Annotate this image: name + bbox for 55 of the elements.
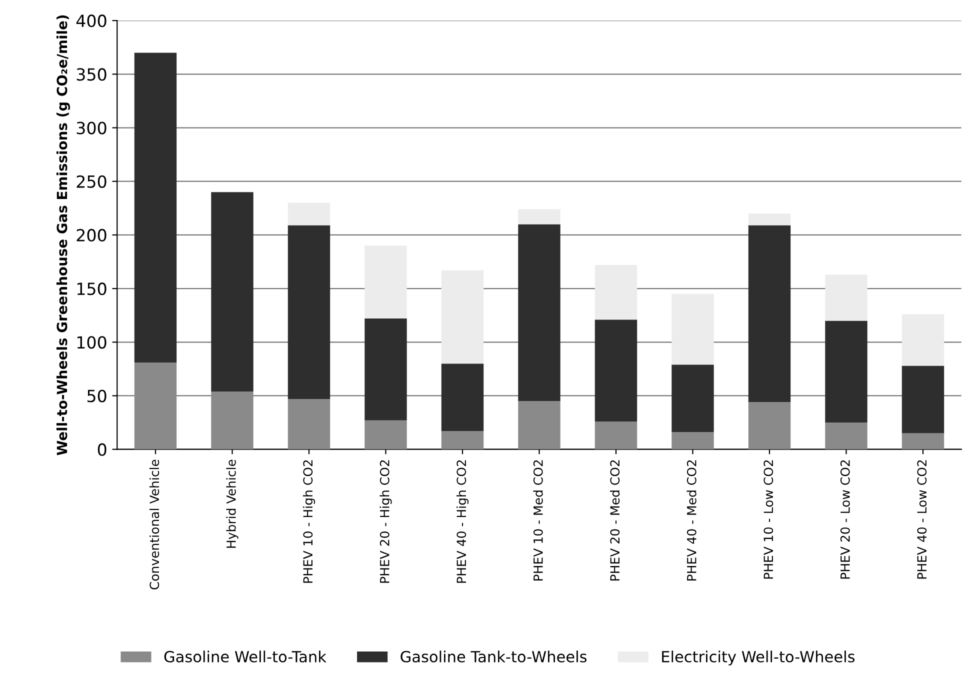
bar bbox=[518, 401, 560, 450]
x-tick-label: PHEV 10 - High CO2 bbox=[302, 460, 316, 583]
bar bbox=[594, 320, 638, 422]
x-tick-label: PHEV 10 - Low CO2 bbox=[764, 460, 774, 579]
x-tick-label: Conventional Vehicle bbox=[149, 460, 160, 590]
bar bbox=[134, 362, 177, 450]
y-tick-label: 300 bbox=[76, 122, 106, 134]
bar bbox=[134, 52, 177, 363]
x-tick-label: PHEV 10 - Med CO2 bbox=[533, 460, 543, 580]
x-tick-label: PHEV 40 - Low CO2 bbox=[917, 460, 927, 579]
y-tick-label: 350 bbox=[76, 68, 106, 81]
x-tick-label: PHEV 20 - Med CO2 bbox=[610, 460, 620, 580]
bar bbox=[594, 421, 638, 450]
bar bbox=[441, 364, 484, 432]
bar bbox=[748, 225, 791, 402]
x-tick-label: PHEV 20 - High CO2 bbox=[380, 460, 392, 583]
y-axis-title: Well-to-Wheels Greenhouse Gas Emissions (g CO₂e/mile) bbox=[56, 15, 70, 456]
legend-label: Gasoline Well-to-Tank bbox=[164, 650, 326, 662]
y-tick-label: 250 bbox=[76, 175, 106, 188]
bar bbox=[902, 433, 944, 450]
legend-label: Electricity Well-to-Wheels bbox=[662, 650, 855, 666]
legend-label: Gasoline Tank-to-Wheels bbox=[400, 650, 587, 662]
bar bbox=[825, 274, 868, 321]
bar bbox=[364, 246, 407, 319]
bar bbox=[902, 366, 944, 434]
bar bbox=[288, 225, 330, 399]
bar bbox=[748, 402, 791, 450]
bar bbox=[902, 314, 944, 366]
y-tick-label: 400 bbox=[76, 14, 106, 28]
y-tick-label: 150 bbox=[77, 282, 106, 296]
x-tick-label: PHEV 20 - Low CO2 bbox=[840, 460, 850, 579]
bar bbox=[441, 431, 484, 450]
bar bbox=[364, 420, 407, 450]
x-tick-label: PHEV 40 - Med CO2 bbox=[686, 460, 696, 580]
bar bbox=[518, 209, 560, 224]
bar bbox=[672, 432, 714, 450]
bar bbox=[594, 264, 638, 320]
bar bbox=[518, 224, 560, 402]
bar bbox=[672, 294, 714, 365]
bar bbox=[211, 192, 254, 392]
bar bbox=[825, 422, 868, 450]
bar bbox=[211, 391, 254, 450]
y-tick-label: 200 bbox=[76, 228, 106, 242]
y-tick-label: 0 bbox=[98, 443, 106, 456]
y-tick-label: 100 bbox=[77, 336, 106, 349]
y-tick-label: 50 bbox=[87, 390, 106, 402]
bar bbox=[288, 398, 330, 450]
x-tick-label: Hybrid Vehicle bbox=[226, 460, 238, 548]
bar bbox=[825, 320, 868, 423]
bar bbox=[748, 214, 791, 226]
bar bbox=[288, 202, 330, 226]
x-tick-label: PHEV 40 - High CO2 bbox=[456, 460, 469, 583]
bar bbox=[364, 318, 407, 420]
bar bbox=[672, 364, 714, 432]
bar bbox=[441, 270, 484, 364]
